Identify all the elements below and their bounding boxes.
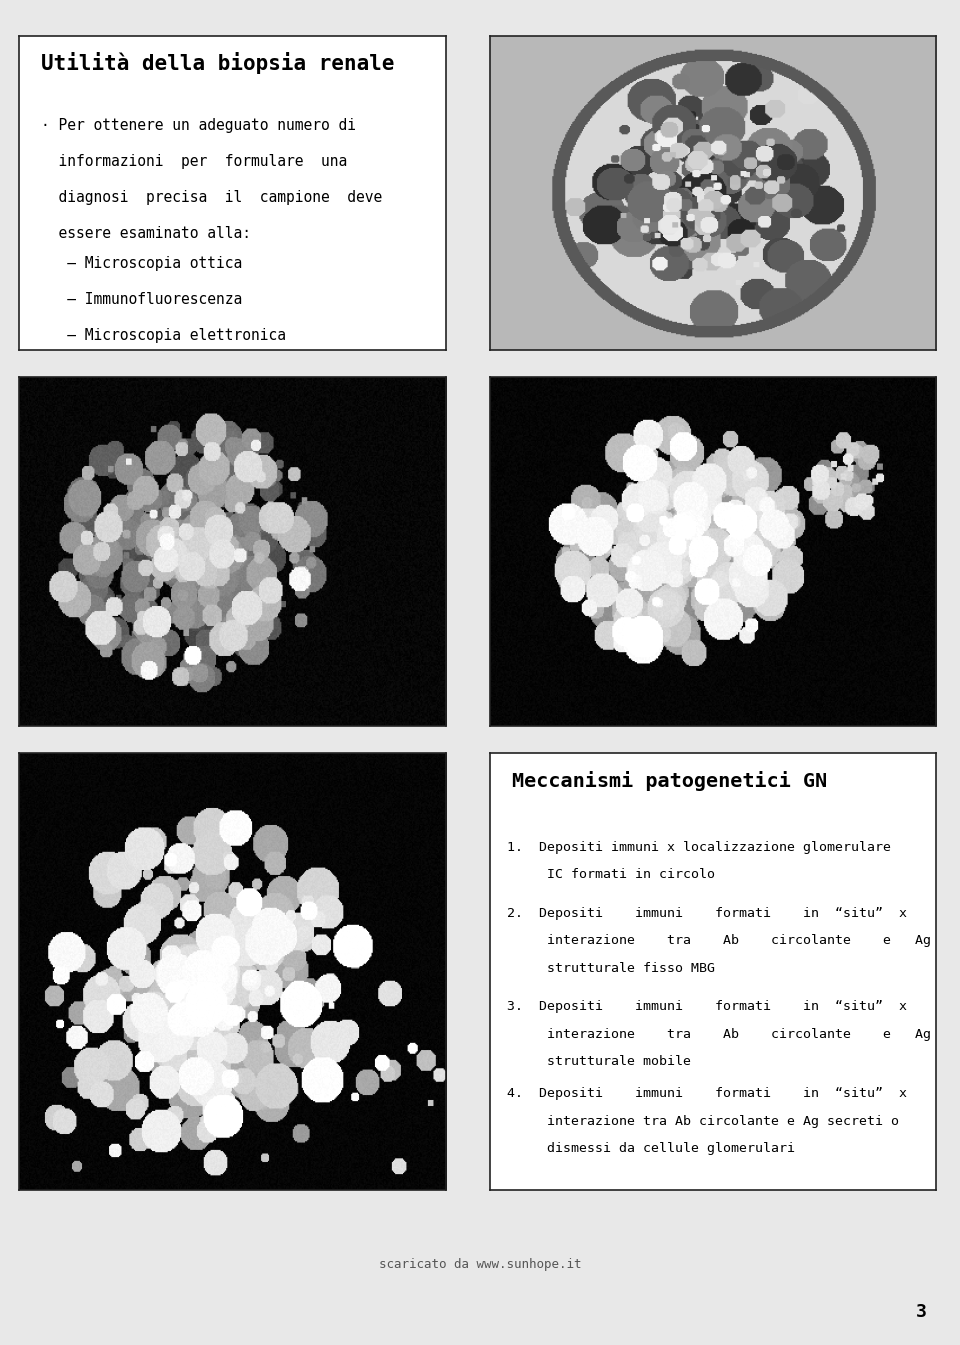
Text: dismessi da cellule glomerulari: dismessi da cellule glomerulari <box>508 1142 796 1155</box>
Text: – Microscopia elettronica: – Microscopia elettronica <box>40 328 285 343</box>
Text: Meccanismi patogenetici GN: Meccanismi patogenetici GN <box>512 771 828 791</box>
Text: 2.  Depositi    immuni    formati    in  “situ”  x: 2. Depositi immuni formati in “situ” x <box>508 907 907 920</box>
Text: 3: 3 <box>916 1303 926 1321</box>
Text: strutturale fisso MBG: strutturale fisso MBG <box>508 962 715 975</box>
Text: interazione tra Ab circolante e Ag secreti o: interazione tra Ab circolante e Ag secre… <box>508 1115 900 1127</box>
Text: interazione    tra    Ab    circolante    e   Ag: interazione tra Ab circolante e Ag <box>508 1028 931 1041</box>
Text: strutturale mobile: strutturale mobile <box>508 1056 691 1068</box>
Text: 3.  Depositi    immuni    formati    in  “situ”  x: 3. Depositi immuni formati in “situ” x <box>508 1001 907 1013</box>
Text: – Microscopia ottica: – Microscopia ottica <box>40 256 242 270</box>
Text: IC formati in circolo: IC formati in circolo <box>508 868 715 881</box>
Text: Utilità della biopsia renale: Utilità della biopsia renale <box>40 52 394 74</box>
Text: – Immunofluorescenza: – Immunofluorescenza <box>40 292 242 307</box>
Text: essere esaminato alla:: essere esaminato alla: <box>40 226 251 241</box>
Text: 1.  Depositi immuni x localizzazione glomerulare: 1. Depositi immuni x localizzazione glom… <box>508 841 892 854</box>
Text: 4.  Depositi    immuni    formati    in  “situ”  x: 4. Depositi immuni formati in “situ” x <box>508 1087 907 1100</box>
Text: diagnosi  precisa  il  campione  deve: diagnosi precisa il campione deve <box>40 190 382 204</box>
Text: interazione    tra    Ab    circolante    e   Ag: interazione tra Ab circolante e Ag <box>508 935 931 947</box>
Text: · Per ottenere un adeguato numero di: · Per ottenere un adeguato numero di <box>40 118 355 133</box>
Text: informazioni  per  formulare  una: informazioni per formulare una <box>40 153 347 169</box>
Text: scaricato da www.sunhope.it: scaricato da www.sunhope.it <box>379 1258 581 1271</box>
